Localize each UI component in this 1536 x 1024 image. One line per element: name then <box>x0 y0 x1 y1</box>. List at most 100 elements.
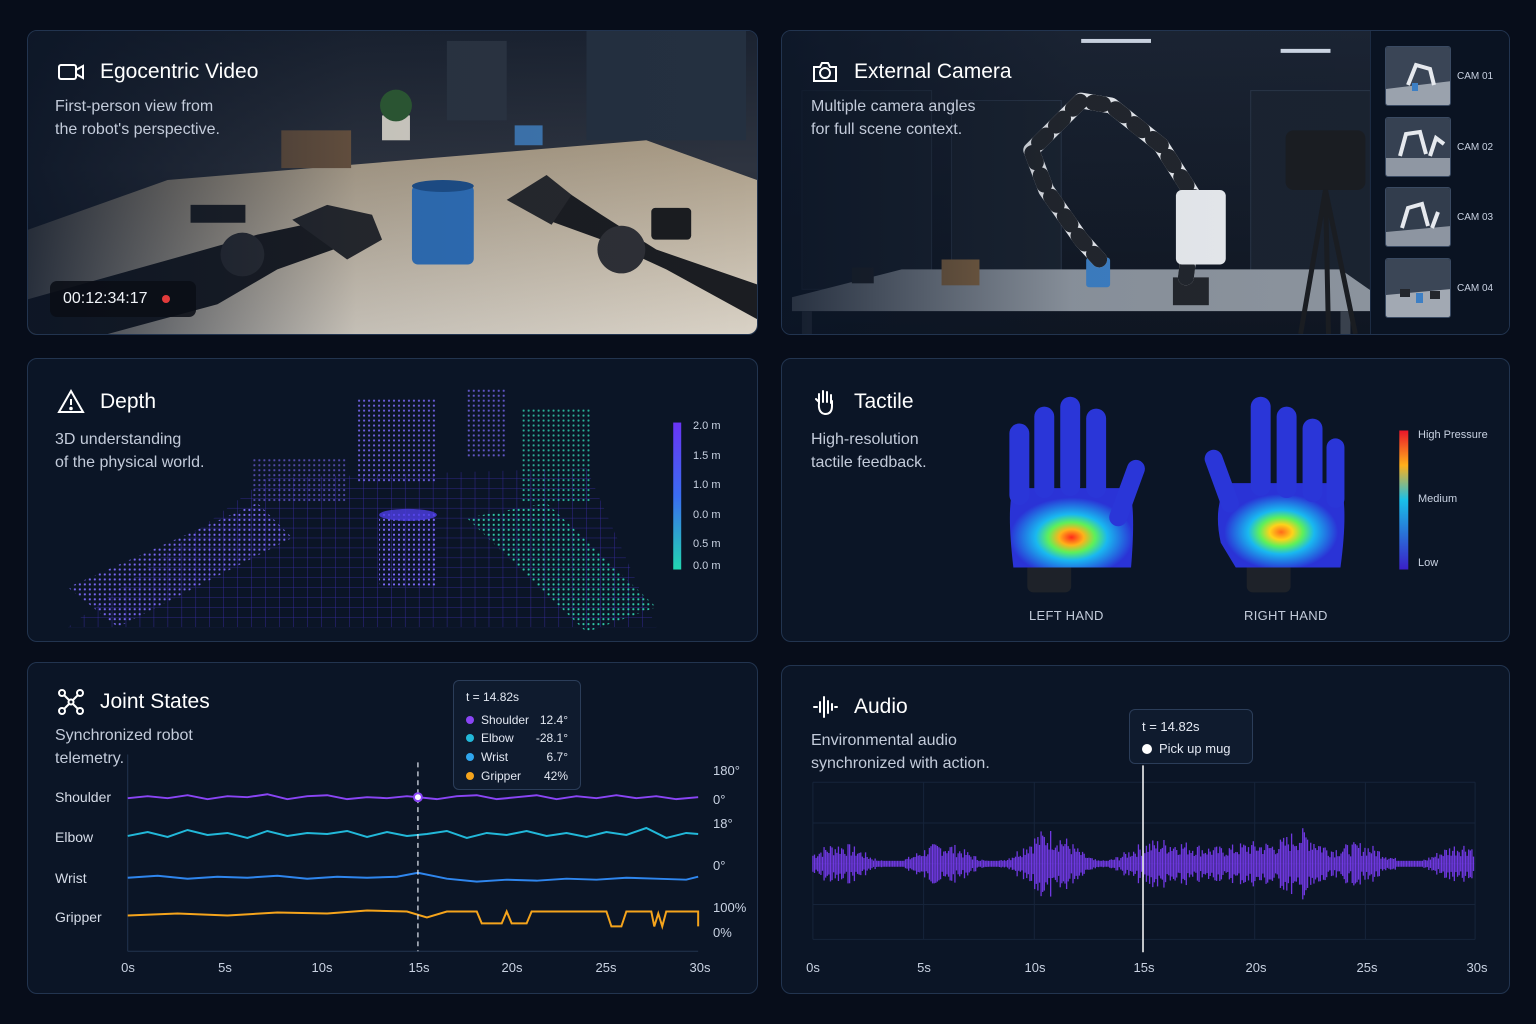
cam-03-label: CAM 03 <box>1457 212 1494 223</box>
elbow-series <box>127 826 699 839</box>
wrist-dot-icon <box>466 753 474 761</box>
cam-03-thumbnail[interactable] <box>1385 187 1451 247</box>
egocentric-video-panel: Egocentric Video First-person view from … <box>27 30 758 335</box>
cam-02-thumbnail[interactable] <box>1385 117 1451 177</box>
depth-scale-label: 0.0 m <box>693 560 721 572</box>
axis-label: 18° <box>713 816 733 831</box>
elbow-dot-icon <box>466 734 474 742</box>
audio-title-row: Audio <box>810 692 908 722</box>
depth-scale-label: 0.5 m <box>693 538 721 550</box>
axis-label: 180° <box>713 763 740 778</box>
tooltip-value: 6.7° <box>546 750 568 764</box>
tooltip-name: Wrist <box>481 750 509 764</box>
event-dot-icon <box>1142 743 1152 754</box>
audio-tooltip: t = 14.82s Pick up mug <box>1129 709 1253 764</box>
tooltip-row: Elbow -28.1° <box>466 731 568 745</box>
tooltip-row: Gripper 42% <box>466 769 568 783</box>
shoulder-series <box>127 793 699 801</box>
joint-states-panel: Joint States Synchronized robot telemetr… <box>27 662 758 994</box>
camera-selector: CAM 01 CAM 02 CAM 03 CAM 04 <box>1370 31 1509 334</box>
cam-04-label: CAM 04 <box>1457 283 1494 294</box>
x-tick: 10s <box>311 960 333 975</box>
right-hand-label: RIGHT HAND <box>1244 608 1328 623</box>
tactile-title: Tactile <box>854 390 914 413</box>
tooltip-name: Gripper <box>481 769 522 783</box>
depth-point-cloud[interactable] <box>28 359 757 641</box>
x-tick: 10s <box>1024 960 1046 975</box>
tactile-title-row: Tactile <box>810 387 914 417</box>
x-tick: 5s <box>917 960 931 975</box>
x-tick: 0s <box>806 960 820 975</box>
depth-title: Depth <box>100 390 157 413</box>
audio-panel: Audio Environmental audio synchronized w… <box>781 665 1510 994</box>
external-camera-description: Multiple camera angles for full scene co… <box>811 98 976 138</box>
x-tick: 20s <box>1245 960 1267 975</box>
x-tick: 30s <box>1466 960 1488 975</box>
egocentric-video-title-row: Egocentric Video <box>56 57 258 87</box>
tooltip-time: t = 14.82s <box>466 690 520 704</box>
tooltip-name: Elbow <box>481 731 514 745</box>
pressure-low-label: Low <box>1418 557 1439 569</box>
cam-01-label: CAM 01 <box>1457 71 1494 82</box>
external-camera-panel: External Camera Multiple camera angles f… <box>781 30 1510 335</box>
egocentric-video-title: Egocentric Video <box>100 60 259 83</box>
warning-triangle-icon <box>57 388 85 413</box>
tooltip-value: -28.1° <box>535 731 568 745</box>
depth-scale-label: 1.0 m <box>693 479 721 491</box>
joint-states-title: Joint States <box>100 690 210 713</box>
x-tick: 5s <box>218 960 232 975</box>
camera-icon <box>813 62 837 82</box>
tactile-panel: Tactile High-resolution tactile feedback… <box>781 358 1510 642</box>
x-tick: 25s <box>595 960 617 975</box>
timecode-badge: 00:12:34:17 <box>50 281 196 317</box>
depth-description: 3D understanding of the physical world. <box>55 431 205 471</box>
axis-label: 0° <box>713 858 726 873</box>
tooltip-value: 12.4° <box>539 713 568 727</box>
x-tick: 0s <box>121 960 135 975</box>
x-tick: 15s <box>408 960 430 975</box>
x-tick: 25s <box>1356 960 1378 975</box>
timecode: 00:12:34:17 <box>63 290 148 307</box>
tactile-heatmaps[interactable] <box>782 359 1509 641</box>
left-hand-label: LEFT HAND <box>1029 608 1104 623</box>
x-tick: 30s <box>689 960 711 975</box>
audio-waveform-chart[interactable] <box>782 666 1509 993</box>
depth-scale-label: 1.5 m <box>693 450 721 462</box>
egocentric-video-frame[interactable] <box>28 31 757 334</box>
joint-states-chart[interactable] <box>28 663 757 993</box>
audio-waveform <box>812 828 1475 900</box>
wrist-series <box>127 871 699 883</box>
axis-label: 100% <box>713 900 747 915</box>
tooltip-value: 42% <box>543 769 568 783</box>
external-camera-title-row: External Camera <box>810 57 1012 87</box>
audio-title: Audio <box>854 695 908 718</box>
shoulder-label: Shoulder <box>55 789 112 805</box>
x-tick: 20s <box>501 960 523 975</box>
tactile-description: High-resolution tactile feedback. <box>811 431 927 471</box>
tooltip-name: Shoulder <box>481 713 530 727</box>
network-nodes-icon <box>58 689 84 715</box>
gripper-dot-icon <box>466 772 474 780</box>
cam-02-label: CAM 02 <box>1457 142 1494 153</box>
shoulder-dot-icon <box>466 716 474 724</box>
depth-title-row: Depth <box>56 387 156 417</box>
tooltip-time: t = 14.82s <box>1142 719 1200 734</box>
tooltip-event-label: Pick up mug <box>1159 741 1231 756</box>
pressure-high-label: High Pressure <box>1418 429 1488 441</box>
joint-tooltip: t = 14.82s Shoulder 12.4° Elbow -28.1° W… <box>453 680 581 790</box>
depth-scale-label: 2.0 m <box>693 420 721 432</box>
pressure-medium-label: Medium <box>1418 493 1458 505</box>
axis-label: 0% <box>713 925 732 940</box>
elbow-label: Elbow <box>55 829 94 845</box>
x-tick: 15s <box>1133 960 1155 975</box>
gripper-series <box>127 908 700 931</box>
depth-scale-label: 0.0 m <box>693 509 721 521</box>
recording-dot-icon <box>161 295 170 303</box>
gripper-label: Gripper <box>55 909 102 925</box>
audio-description: Environmental audio synchronized with ac… <box>811 732 990 772</box>
joint-states-description: Synchronized robot telemetry. <box>55 727 193 767</box>
tooltip-event: Pick up mug <box>1142 741 1231 756</box>
cam-01-thumbnail[interactable] <box>1385 46 1451 106</box>
tooltip-row: Wrist 6.7° <box>466 750 568 764</box>
cam-04-thumbnail[interactable] <box>1385 258 1451 318</box>
